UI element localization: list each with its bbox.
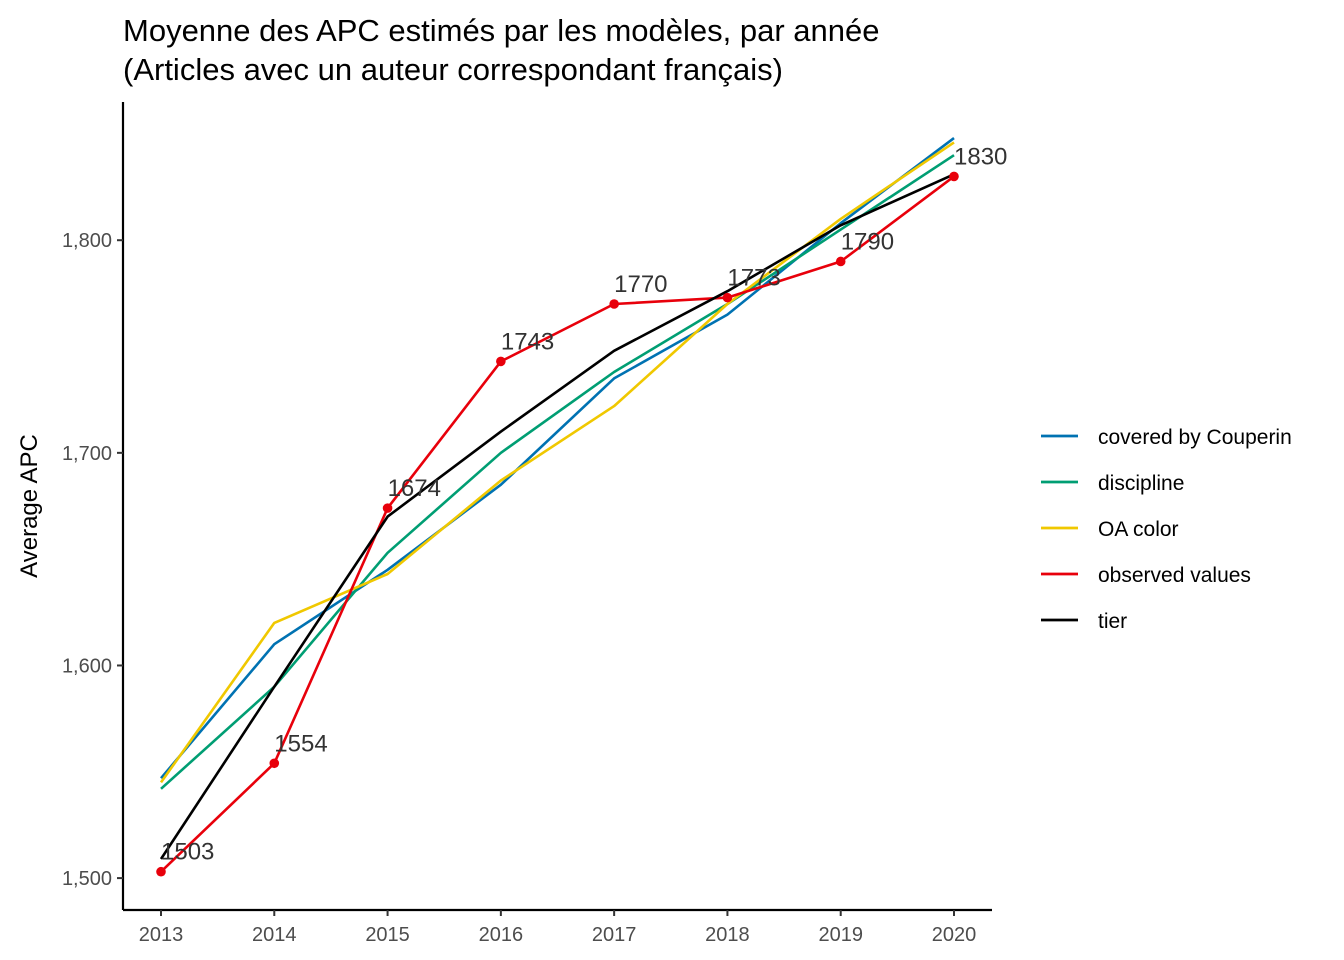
y-tick-label: 1,600	[62, 655, 112, 677]
x-tick-label: 2015	[365, 924, 410, 946]
chart-title: Moyenne des APC estimés par les modèles,…	[123, 13, 879, 87]
y-axis-title: Average APC	[16, 434, 43, 578]
legend-label: discipline	[1098, 472, 1184, 495]
legend-label: covered by Couperin	[1098, 426, 1292, 449]
x-tick-label: 2014	[252, 924, 297, 946]
series-line-discipline	[160, 154, 955, 790]
chart-title-line-2: (Articles avec un auteur correspondant f…	[123, 52, 783, 87]
x-tick-label: 2020	[932, 924, 977, 946]
data-label: 1790	[841, 228, 894, 255]
series-line-oa-color	[159, 141, 955, 784]
data-labels: 1503 1554 1674 1743 1770 1773 1790 1830	[161, 143, 1007, 865]
x-tick-label: 2019	[818, 924, 863, 946]
x-tick-label: 2017	[592, 924, 637, 946]
legend-label: observed values	[1098, 564, 1251, 587]
y-tick-label: 1,700	[62, 443, 112, 465]
observed-point	[382, 503, 393, 513]
observed-point	[156, 866, 166, 877]
data-label: 1770	[614, 271, 667, 298]
observed-point	[269, 758, 280, 769]
legend-label: tier	[1098, 610, 1127, 633]
series-line-covered-by-couperin	[160, 137, 955, 780]
x-tick-label: 2016	[479, 924, 524, 946]
observed-markers	[156, 171, 959, 877]
x-tick-label: 2018	[705, 924, 750, 946]
observed-point	[496, 356, 506, 367]
observed-point	[722, 292, 733, 303]
data-label: 1773	[727, 265, 780, 292]
x-tick-label: 2013	[139, 924, 184, 946]
data-label: 1554	[274, 730, 327, 757]
series-line-tier	[159, 173, 955, 860]
chart-title-line-1: Moyenne des APC estimés par les modèles,…	[123, 13, 879, 48]
observed-point	[609, 299, 619, 309]
data-label: 1674	[388, 475, 441, 502]
y-tick-label: 1,500	[62, 868, 112, 890]
observed-point	[835, 256, 846, 267]
data-label: 1743	[501, 328, 554, 355]
data-label: 1503	[161, 839, 214, 866]
y-tick-label: 1,800	[62, 230, 112, 252]
series-line-observed-values	[160, 175, 955, 873]
axes: 1,500 1,600 1,700 1,800 2013 2014 2015 2016 2017…	[62, 102, 992, 946]
data-label: 1830	[954, 143, 1007, 170]
series-lines	[159, 137, 955, 873]
legend-label: OA color	[1098, 518, 1179, 541]
observed-point	[949, 171, 959, 182]
legend: covered by Couperin discipline OA color obs…	[1041, 426, 1292, 633]
